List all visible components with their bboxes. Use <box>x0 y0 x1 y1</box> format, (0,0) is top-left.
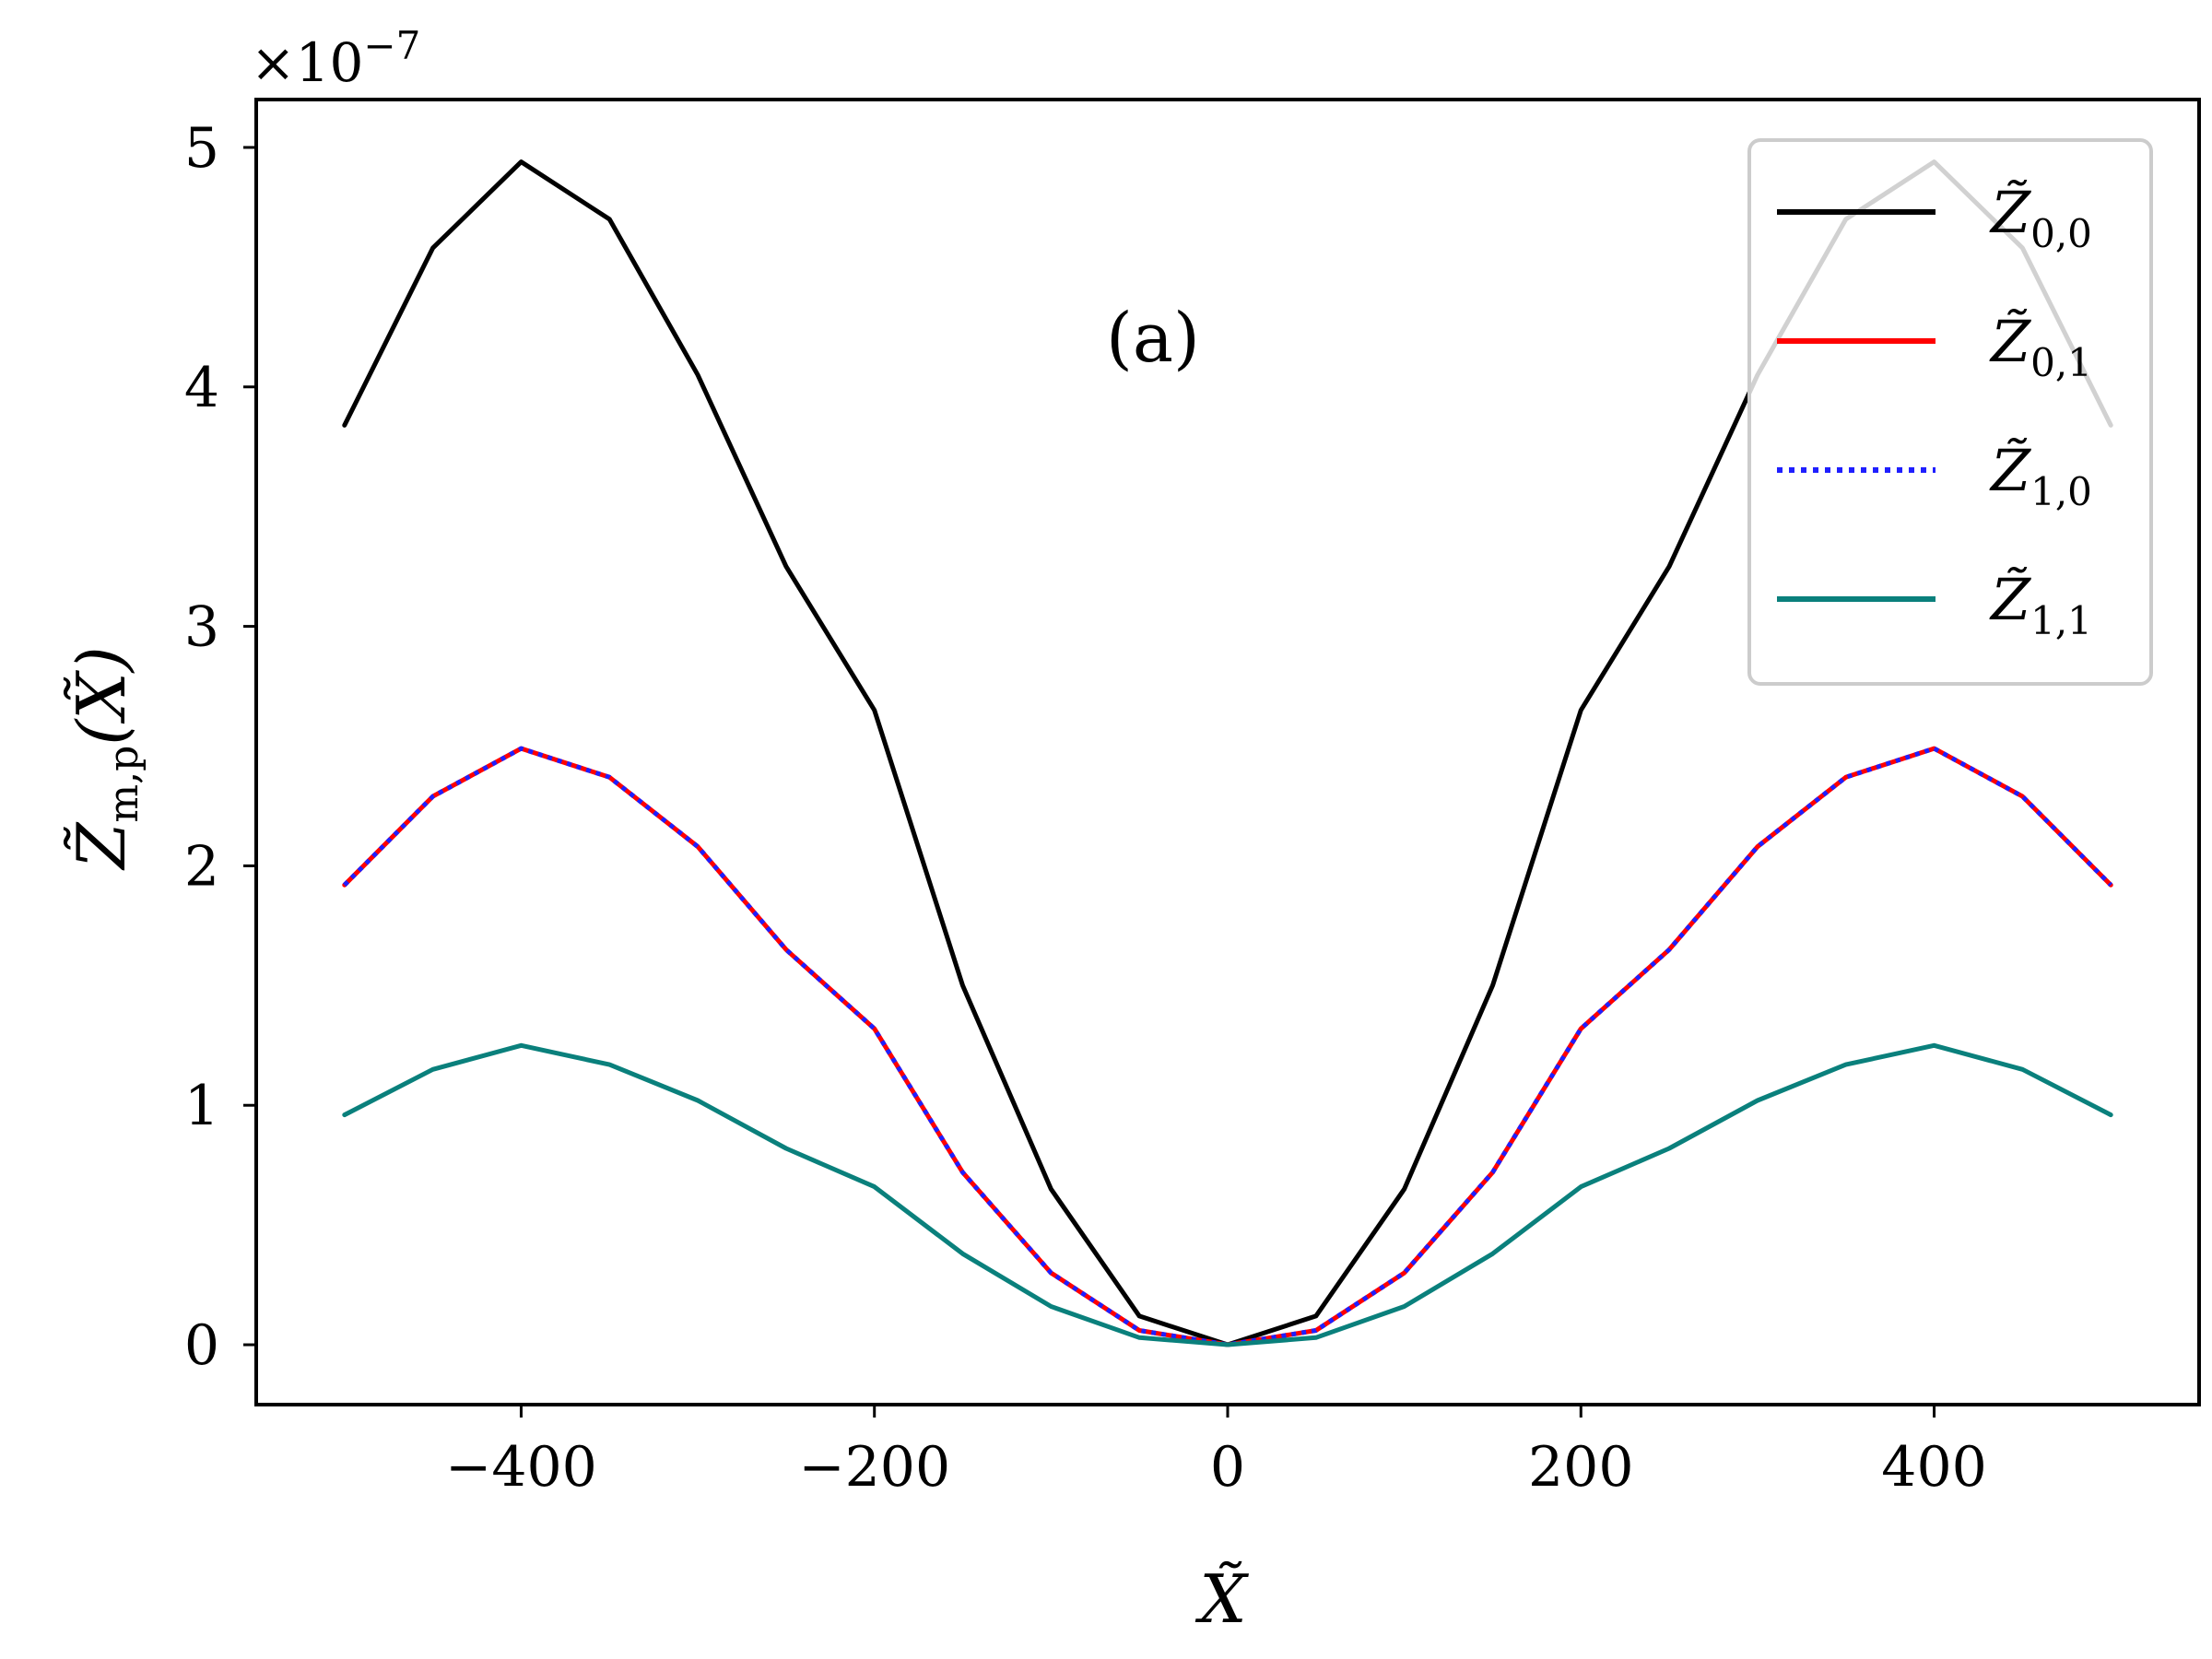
annotation-label: (a) <box>1106 299 1200 378</box>
legend-entry-label: Z̃0,1 <box>1989 308 2092 385</box>
legend-entry-label: Z̃1,0 <box>1989 437 2092 514</box>
x-tick-label: 200 <box>1528 1435 1634 1500</box>
y-multiplier: ×10−7 <box>251 23 420 94</box>
y-axis: 0 1 2 3 4 5 <box>184 116 256 1378</box>
y-tick-label: 0 <box>184 1313 219 1378</box>
y-tick-label: 4 <box>184 356 219 420</box>
x-tick-label: 0 <box>1210 1435 1245 1500</box>
y-axis-label: Z̃m,p(X̃) <box>63 646 147 870</box>
series-line-0-1 <box>342 746 2113 1347</box>
x-tick-label: −200 <box>798 1435 950 1500</box>
legend: Z̃0,0 Z̃0,1 Z̃1,0 Z̃1,1 <box>1747 138 2153 686</box>
x-axis: −400 −200 0 200 400 <box>445 1405 1987 1500</box>
legend-entry-label: Z̃0,0 <box>1989 179 2092 256</box>
series-line-1-0 <box>343 746 2112 1347</box>
y-tick-label: 5 <box>184 116 219 181</box>
legend-entry-label: Z̃1,1 <box>1989 566 2092 643</box>
x-axis-label: X̃ <box>1194 1560 1249 1638</box>
legend-frame <box>1747 138 2153 686</box>
x-tick-label: 400 <box>1881 1435 1987 1500</box>
y-tick-label: 2 <box>184 834 219 899</box>
series-line-1-1 <box>342 1042 2113 1347</box>
y-tick-label: 3 <box>184 595 219 660</box>
x-tick-label: −400 <box>445 1435 597 1500</box>
y-tick-label: 1 <box>184 1074 219 1138</box>
